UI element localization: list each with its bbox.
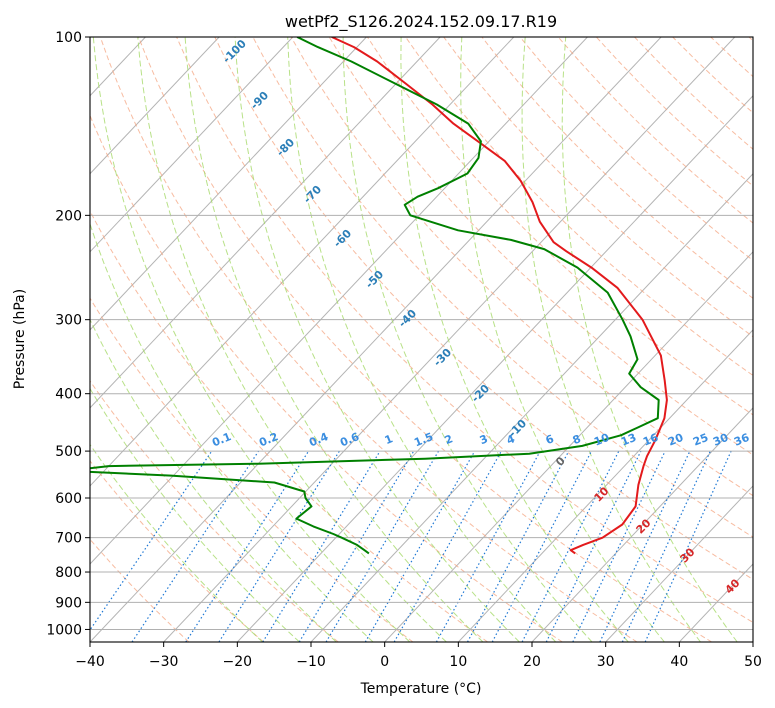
mixing-ratio-line [644, 450, 732, 642]
moist-adiabat-line [234, 37, 520, 642]
x-tick-label: −10 [296, 654, 326, 670]
isotherm-line [90, 37, 588, 565]
dry-adiabat-line [328, 37, 753, 456]
dry-adiabat-line [99, 37, 638, 642]
isotherm-line [605, 485, 753, 642]
mixing-ratio-label: 8 [571, 432, 583, 447]
isotherm-line [90, 37, 220, 175]
series-layer [90, 37, 668, 555]
mixing-ratio-label: 16 [641, 431, 660, 449]
background-lines [90, 37, 753, 642]
dry-adiabat-line [214, 37, 753, 580]
y-tick-label: 200 [55, 208, 82, 224]
x-tick-label: 10 [449, 654, 467, 670]
mixing-ratio-line [298, 450, 415, 642]
y-tick-label: 1000 [46, 622, 82, 638]
moist-adiabat-line [137, 37, 447, 642]
x-tick-label: −30 [149, 654, 179, 670]
dry-adiabat-line [138, 37, 712, 642]
mixing-ratio-label: 1 [383, 432, 395, 447]
moist-adiabat-line [561, 37, 738, 642]
pressure-gridlines [90, 37, 753, 630]
mixing-ratio-line [218, 450, 340, 642]
axes-frame [89, 36, 754, 643]
mixing-ratio-line [621, 450, 711, 642]
moist-adiabat-line [287, 37, 557, 642]
isotherm-line [90, 37, 515, 487]
mixing-ratio-label: 10 [592, 431, 611, 449]
x-tick-label: 50 [744, 654, 762, 670]
y-tick-label: 700 [55, 531, 82, 547]
moist-adiabat-line [521, 37, 701, 642]
dry-adiabat-line [481, 37, 753, 299]
mixing-ratio-label: 2 [443, 432, 455, 447]
y-tick-label: 300 [55, 313, 82, 329]
profile-line [331, 37, 668, 555]
isotherm-line [236, 95, 753, 642]
y-axis-label: Pressure (hPa) [12, 289, 28, 389]
dry-adiabat-line [90, 460, 264, 642]
y-tick-label: 500 [55, 444, 82, 460]
y-axis: 100 200 300 400 500 600 700 800 900 1000 [46, 30, 90, 638]
x-tick-label: 40 [670, 654, 688, 670]
y-tick-label: 900 [55, 595, 82, 611]
isotherm-line [531, 407, 753, 642]
x-axis: −40 −30 −20 −10 0 10 20 30 40 50 [75, 642, 762, 670]
mixing-ratio-label: 20 [666, 431, 685, 449]
dry-adiabat-line [90, 538, 190, 642]
mixing-ratio-label: 36 [732, 431, 751, 449]
mixing-ratio-line [185, 450, 310, 642]
x-tick-label: 0 [380, 654, 389, 670]
mixing-ratio-line [393, 450, 502, 642]
isotherm-line [384, 251, 753, 642]
moist-adiabat-line [342, 37, 593, 642]
dry-adiabat-line [405, 37, 753, 377]
y-tick-label: 400 [55, 387, 82, 403]
moist-adiabat-line [90, 443, 263, 642]
mixing-ratio-label: 30 [711, 431, 730, 449]
isotherm-line [90, 37, 662, 642]
mixing-ratio-line [466, 450, 570, 642]
x-tick-label: 20 [523, 654, 541, 670]
y-tick-label: 100 [55, 30, 82, 46]
x-tick-label: −20 [223, 654, 253, 670]
profile-line [90, 37, 660, 555]
mixing-ratio-line [572, 450, 666, 642]
moist-adiabat-line [400, 37, 629, 642]
mixing-ratio-line [435, 450, 541, 642]
mixing-ratio-label: 13 [619, 431, 638, 449]
isotherm-line [163, 37, 736, 642]
isotherm-line [90, 37, 367, 331]
y-tick-label: 800 [55, 565, 82, 581]
moist-adiabat-line [92, 37, 411, 642]
mixing-ratio-line [262, 450, 381, 642]
dry-adiabat-line [90, 297, 414, 642]
moist-adiabat-line [90, 318, 337, 642]
x-tick-label: −40 [75, 654, 105, 670]
isotherm-line [90, 37, 441, 409]
dry-adiabat-line [90, 114, 563, 642]
dry-adiabat-line [290, 37, 753, 497]
x-tick-label: 30 [597, 654, 615, 670]
y-tick-label: 600 [55, 491, 82, 507]
mixing-ratio-line [90, 450, 213, 632]
chart-title: wetPf2_S126.2024.152.09.17.R19 [285, 12, 557, 32]
dry-adiabat-line [176, 37, 753, 623]
mixing-ratio-label: 25 [691, 431, 710, 449]
mixing-ratio-label: 3 [478, 432, 490, 447]
isotherm-line [457, 329, 753, 642]
x-axis-label: Temperature (°C) [360, 681, 482, 697]
mixing-ratio-line [364, 450, 476, 642]
dry-adiabat-line [90, 209, 488, 642]
moist-adiabat-line [184, 37, 484, 642]
moist-adiabat-line [460, 37, 665, 642]
mixing-ratio-line [325, 450, 440, 642]
moist-adiabat-line [90, 222, 374, 642]
moist-adiabat-line [90, 387, 300, 642]
